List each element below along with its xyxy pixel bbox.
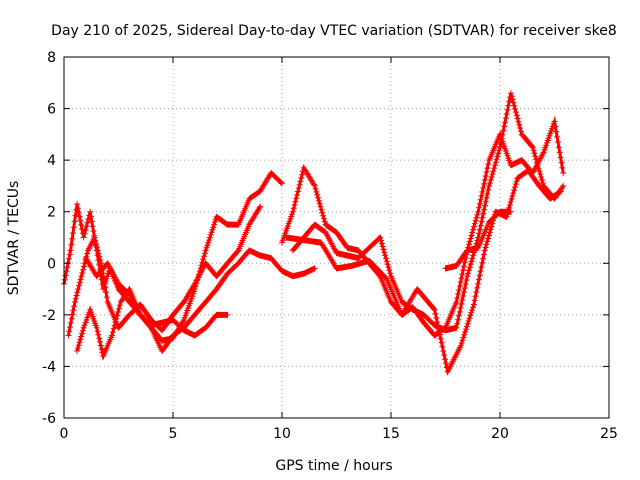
y-tick-label: 0	[47, 256, 56, 272]
x-tick-label: 10	[273, 426, 291, 442]
x-tick-label: 25	[600, 426, 618, 442]
x-tick-label: 20	[491, 426, 509, 442]
series-markers	[442, 208, 514, 272]
chart-title: Day 210 of 2025, Sidereal Day-to-day VTE…	[51, 23, 617, 39]
y-tick-label: -2	[42, 308, 56, 324]
x-tick-label: 15	[382, 426, 400, 442]
series-f	[289, 90, 567, 334]
x-axis-label: GPS time / hours	[275, 458, 392, 474]
y-tick-label: 4	[47, 153, 56, 169]
series-g	[283, 167, 564, 377]
series-h	[442, 208, 514, 272]
series-c	[74, 247, 318, 361]
y-tick-label: -6	[42, 411, 56, 427]
y-tick-label: 2	[47, 205, 56, 221]
axis-ticks: 0 5 10 15 20 25 -6 -4 -2 0 2 4 6 8	[42, 50, 618, 442]
grid	[64, 57, 609, 418]
series-markers	[74, 247, 318, 360]
series-markers	[283, 167, 564, 375]
plot-frame	[63, 56, 610, 419]
plot-data	[61, 90, 567, 377]
x-tick-label: 0	[60, 426, 69, 442]
y-tick-label: 6	[47, 102, 56, 118]
x-tick-label: 5	[169, 426, 178, 442]
series-markers	[289, 90, 567, 334]
y-tick-label: 8	[47, 50, 56, 66]
y-axis-label: SDTVAR / TECUs	[6, 181, 22, 296]
series-line	[286, 168, 562, 377]
y-tick-label: -4	[42, 359, 56, 375]
series-d	[82, 255, 231, 339]
series-markers	[82, 255, 231, 339]
